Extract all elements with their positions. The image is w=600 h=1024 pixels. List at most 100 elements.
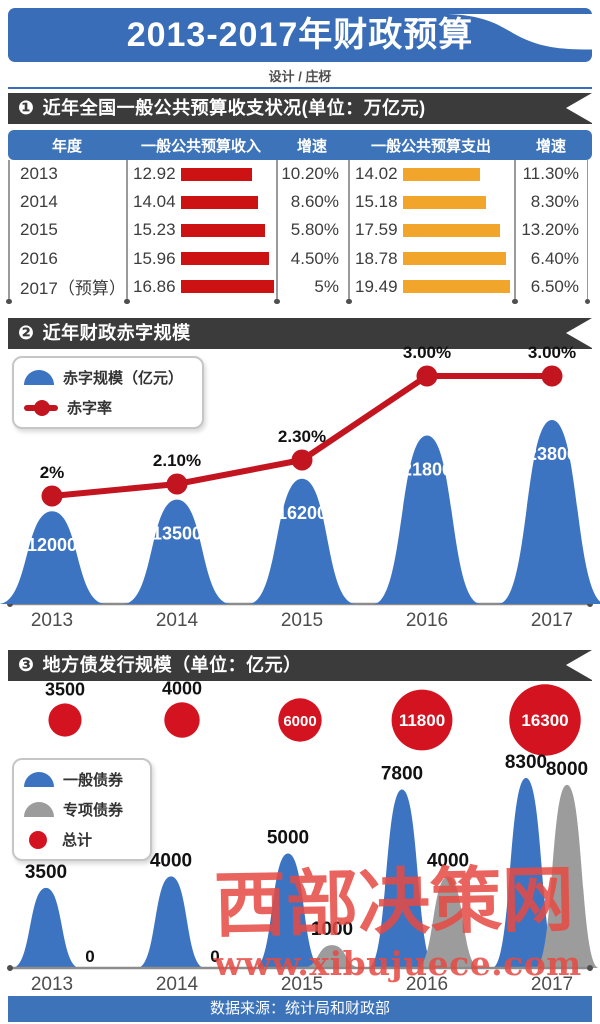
income-value: 16.86 [133, 276, 176, 296]
band-notch-icon [566, 650, 592, 680]
legend-label: 总计 [62, 832, 93, 849]
deficit-value-label: 23800 [527, 444, 577, 464]
year-cell: 2017（预算） [20, 279, 126, 299]
deficit-peak [123, 499, 231, 604]
income-growth: 4.50% [290, 248, 339, 268]
dome-icon [24, 370, 54, 385]
income-cell: 14.04 [126, 192, 276, 212]
expense-bar [403, 167, 480, 181]
special-bond-peak [416, 876, 480, 968]
expense-cell: 15.18 [348, 192, 514, 212]
x-axis-label: 2014 [156, 974, 199, 995]
circle-icon [29, 830, 47, 849]
column-divider [512, 160, 517, 304]
peak-value-label: 1000 [311, 919, 353, 940]
general-bond-peak [12, 887, 80, 968]
expense-cell: 18.78 [348, 249, 514, 269]
deficit-legend: 赤字规模（亿元） 赤字率 [12, 356, 204, 429]
total-bubble [509, 684, 581, 756]
section-2-header: ❷ 近年财政赤字规模 [8, 318, 592, 349]
table-row: 2013 12.92 10.20% 14.02 11.30% [8, 160, 588, 188]
section-2-number-icon: ❷ [18, 323, 35, 344]
deficit-rate-dot [166, 473, 188, 495]
deficit-rate-dot [41, 485, 63, 507]
income-growth: 8.60% [290, 192, 339, 212]
expense-bar [403, 223, 500, 237]
deficit-value-label: 13500 [152, 524, 202, 544]
title-banner: 2013-2017年财政预算 [8, 8, 592, 62]
zero-label: 0 [85, 947, 94, 966]
line-dot-icon [24, 399, 58, 416]
column-divider [274, 160, 279, 304]
expense-value: 18.78 [355, 248, 398, 268]
table-header-cell-year: 年度 [51, 137, 82, 155]
legend-label: 赤字规模（亿元） [63, 370, 184, 387]
year-cell: 2016 [20, 248, 58, 268]
total-bubble [278, 698, 322, 742]
expense-growth: 13.20% [521, 220, 579, 240]
budget-table-body: 2013 12.92 10.20% 14.02 11.30% 2014 14.04 8.60%… [6, 160, 590, 304]
year-cell: 2014 [20, 192, 58, 212]
table-row: 2017（预算） 16.86 5% 19.49 6.50% [8, 273, 588, 301]
total-bubble [391, 689, 453, 751]
legend-label: 一般债券 [63, 772, 124, 789]
deficit-peak [248, 478, 356, 604]
header-divider [8, 87, 592, 89]
legend-item-special-bond: 专项债券 [24, 799, 140, 820]
band-notch-icon [566, 318, 592, 348]
deficit-rate-label: 3.00% [403, 345, 451, 362]
x-axis-label: 2016 [406, 974, 448, 995]
section-1-header: ❶ 近年全国一般公共预算收支状况(单位：万亿元) [8, 93, 592, 124]
income-bar [181, 252, 269, 266]
income-value: 14.04 [133, 192, 176, 212]
x-axis-label: 2013 [31, 610, 73, 631]
general-bond-peak [492, 778, 560, 968]
x-axis-label: 2017 [531, 974, 573, 995]
peak-value-label: 8000 [546, 759, 588, 780]
deficit-peak [373, 435, 481, 604]
expense-cell: 14.02 [348, 164, 514, 184]
column-divider [6, 160, 11, 304]
bubble-value-label: 11800 [399, 711, 445, 730]
table-row: 2016 15.96 4.50% 18.78 6.40% [8, 245, 588, 273]
legend-label: 赤字率 [67, 400, 113, 417]
column-divider [124, 160, 129, 304]
bubble-value-label: 6000 [283, 713, 316, 730]
table-row: 2015 15.23 5.80% 17.59 13.20% [8, 216, 588, 244]
peak-value-label: 4000 [150, 850, 192, 871]
expense-growth: 6.40% [530, 248, 579, 268]
income-bar [181, 167, 252, 181]
special-bond-peak [302, 945, 362, 968]
total-bubble [164, 702, 200, 738]
table-header-cell-expense-growth: 增速 [535, 137, 566, 155]
banner-swoosh-decoration [448, 14, 592, 50]
section-2-title: 近年财政赤字规模 [42, 323, 191, 343]
deficit-chart: 12000 13500 16200 21800 23800 2% 2.10% 2.30% 3.0… [0, 345, 600, 631]
bond-legend: 一般债券 专项债券 总计 [12, 758, 152, 861]
income-cell: 12.92 [126, 164, 276, 184]
section-3-number-icon: ❸ [18, 655, 35, 676]
expense-cell: 19.49 [348, 277, 514, 297]
income-bar [181, 223, 265, 237]
dome-icon [24, 772, 54, 787]
design-credit: 设计 / 庄枒 [268, 69, 332, 84]
income-cell: 16.86 [126, 277, 276, 297]
table-header-cell-income: 一般公共预算收入 [140, 137, 261, 155]
deficit-value-label: 12000 [27, 535, 77, 555]
table-header: 年度 一般公共预算收入 增速 一般公共预算支出 增速 [8, 130, 592, 160]
income-bar [181, 280, 274, 294]
peak-value-label: 5000 [267, 828, 309, 849]
general-bond-peak [137, 876, 205, 968]
table-row: 2014 14.04 8.60% 15.18 8.30% [8, 188, 588, 216]
bubble-value-label: 4000 [162, 681, 202, 698]
x-axis-label: 2015 [281, 974, 323, 995]
expense-growth: 8.30% [530, 192, 579, 212]
x-axis-label: 2013 [31, 974, 73, 995]
deficit-value-label: 16200 [277, 503, 327, 523]
deficit-peak [0, 511, 106, 604]
expense-bar [403, 252, 506, 266]
total-bubble [48, 703, 82, 737]
bubble-value-label: 3500 [45, 681, 85, 699]
expense-value: 17.59 [355, 220, 398, 240]
general-bond-peak [368, 789, 436, 968]
